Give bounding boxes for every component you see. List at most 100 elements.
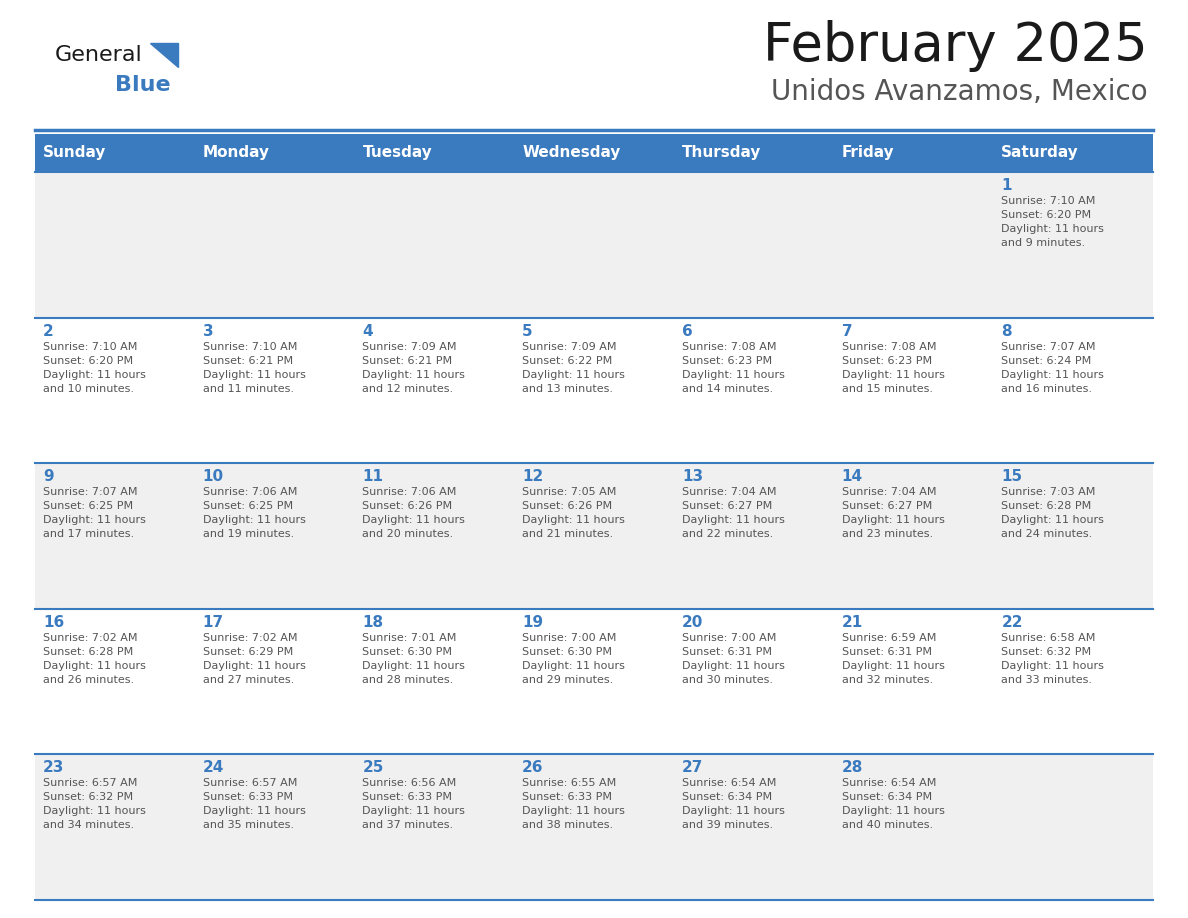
Text: Sunrise: 7:10 AM: Sunrise: 7:10 AM — [43, 341, 138, 352]
Text: Sunday: Sunday — [43, 145, 107, 161]
Text: Tuesday: Tuesday — [362, 145, 432, 161]
Text: February 2025: February 2025 — [763, 20, 1148, 72]
Text: and 27 minutes.: and 27 minutes. — [203, 675, 293, 685]
Text: 7: 7 — [841, 324, 852, 339]
Text: and 23 minutes.: and 23 minutes. — [841, 529, 933, 539]
Text: Daylight: 11 hours: Daylight: 11 hours — [682, 661, 785, 671]
Bar — [34, 609, 1154, 755]
Text: Daylight: 11 hours: Daylight: 11 hours — [203, 370, 305, 380]
Text: Sunset: 6:26 PM: Sunset: 6:26 PM — [523, 501, 612, 511]
Text: Sunrise: 6:55 AM: Sunrise: 6:55 AM — [523, 778, 617, 789]
Text: Sunset: 6:29 PM: Sunset: 6:29 PM — [203, 647, 293, 656]
Text: and 33 minutes.: and 33 minutes. — [1001, 675, 1092, 685]
Text: and 39 minutes.: and 39 minutes. — [682, 821, 773, 831]
Text: and 38 minutes.: and 38 minutes. — [523, 821, 613, 831]
Text: 5: 5 — [523, 324, 532, 339]
Text: and 10 minutes.: and 10 minutes. — [43, 384, 134, 394]
Text: 8: 8 — [1001, 324, 1012, 339]
Text: Daylight: 11 hours: Daylight: 11 hours — [362, 370, 466, 380]
Text: and 11 minutes.: and 11 minutes. — [203, 384, 293, 394]
Text: Daylight: 11 hours: Daylight: 11 hours — [43, 806, 146, 816]
Text: Sunrise: 7:08 AM: Sunrise: 7:08 AM — [682, 341, 776, 352]
Text: Sunset: 6:33 PM: Sunset: 6:33 PM — [203, 792, 292, 802]
Text: Sunset: 6:20 PM: Sunset: 6:20 PM — [43, 355, 133, 365]
Text: Daylight: 11 hours: Daylight: 11 hours — [43, 370, 146, 380]
Text: 1: 1 — [1001, 178, 1012, 193]
Text: 18: 18 — [362, 615, 384, 630]
Text: and 21 minutes.: and 21 minutes. — [523, 529, 613, 539]
Text: Sunset: 6:32 PM: Sunset: 6:32 PM — [43, 792, 133, 802]
Text: Friday: Friday — [841, 145, 895, 161]
Text: and 22 minutes.: and 22 minutes. — [682, 529, 773, 539]
Text: and 13 minutes.: and 13 minutes. — [523, 384, 613, 394]
Text: Daylight: 11 hours: Daylight: 11 hours — [43, 661, 146, 671]
Text: and 12 minutes.: and 12 minutes. — [362, 384, 454, 394]
Text: Blue: Blue — [115, 75, 171, 95]
Text: Sunset: 6:30 PM: Sunset: 6:30 PM — [523, 647, 612, 656]
Text: Sunset: 6:21 PM: Sunset: 6:21 PM — [362, 355, 453, 365]
Text: Daylight: 11 hours: Daylight: 11 hours — [523, 806, 625, 816]
Text: Daylight: 11 hours: Daylight: 11 hours — [523, 515, 625, 525]
Text: Daylight: 11 hours: Daylight: 11 hours — [841, 661, 944, 671]
Text: Sunrise: 7:02 AM: Sunrise: 7:02 AM — [43, 633, 138, 643]
Text: Sunrise: 7:10 AM: Sunrise: 7:10 AM — [1001, 196, 1095, 206]
Text: Sunrise: 7:03 AM: Sunrise: 7:03 AM — [1001, 487, 1095, 498]
Text: 4: 4 — [362, 324, 373, 339]
Text: Sunset: 6:30 PM: Sunset: 6:30 PM — [362, 647, 453, 656]
Text: Sunrise: 7:10 AM: Sunrise: 7:10 AM — [203, 341, 297, 352]
Text: Sunrise: 6:54 AM: Sunrise: 6:54 AM — [682, 778, 776, 789]
Text: Daylight: 11 hours: Daylight: 11 hours — [682, 370, 785, 380]
Text: Sunrise: 7:00 AM: Sunrise: 7:00 AM — [523, 633, 617, 643]
Text: Daylight: 11 hours: Daylight: 11 hours — [841, 515, 944, 525]
Text: Sunrise: 7:09 AM: Sunrise: 7:09 AM — [362, 341, 457, 352]
Text: Sunset: 6:21 PM: Sunset: 6:21 PM — [203, 355, 292, 365]
Text: Daylight: 11 hours: Daylight: 11 hours — [1001, 515, 1104, 525]
Text: Wednesday: Wednesday — [523, 145, 620, 161]
Text: and 14 minutes.: and 14 minutes. — [682, 384, 773, 394]
Text: 27: 27 — [682, 760, 703, 776]
Text: Saturday: Saturday — [1001, 145, 1079, 161]
Text: Sunrise: 7:09 AM: Sunrise: 7:09 AM — [523, 341, 617, 352]
Text: Sunset: 6:31 PM: Sunset: 6:31 PM — [841, 647, 931, 656]
Bar — [34, 464, 1154, 609]
Text: Monday: Monday — [203, 145, 270, 161]
Text: Sunrise: 7:07 AM: Sunrise: 7:07 AM — [43, 487, 138, 498]
Text: and 35 minutes.: and 35 minutes. — [203, 821, 293, 831]
Text: 16: 16 — [43, 615, 64, 630]
Text: Sunset: 6:20 PM: Sunset: 6:20 PM — [1001, 210, 1092, 220]
Text: and 32 minutes.: and 32 minutes. — [841, 675, 933, 685]
Text: Sunset: 6:34 PM: Sunset: 6:34 PM — [682, 792, 772, 802]
Text: Sunset: 6:24 PM: Sunset: 6:24 PM — [1001, 355, 1092, 365]
Text: Daylight: 11 hours: Daylight: 11 hours — [841, 806, 944, 816]
Text: Sunrise: 7:01 AM: Sunrise: 7:01 AM — [362, 633, 457, 643]
Text: and 20 minutes.: and 20 minutes. — [362, 529, 454, 539]
Text: General: General — [55, 45, 143, 65]
Text: Unidos Avanzamos, Mexico: Unidos Avanzamos, Mexico — [771, 78, 1148, 106]
Text: and 28 minutes.: and 28 minutes. — [362, 675, 454, 685]
Text: and 24 minutes.: and 24 minutes. — [1001, 529, 1093, 539]
Text: Daylight: 11 hours: Daylight: 11 hours — [1001, 661, 1104, 671]
Text: and 26 minutes.: and 26 minutes. — [43, 675, 134, 685]
Text: Sunset: 6:23 PM: Sunset: 6:23 PM — [682, 355, 772, 365]
Text: Sunset: 6:34 PM: Sunset: 6:34 PM — [841, 792, 931, 802]
Text: and 30 minutes.: and 30 minutes. — [682, 675, 773, 685]
Text: Daylight: 11 hours: Daylight: 11 hours — [523, 661, 625, 671]
Text: 24: 24 — [203, 760, 225, 776]
Text: Thursday: Thursday — [682, 145, 762, 161]
Text: 3: 3 — [203, 324, 214, 339]
Text: Sunrise: 7:04 AM: Sunrise: 7:04 AM — [841, 487, 936, 498]
Text: Sunrise: 7:02 AM: Sunrise: 7:02 AM — [203, 633, 297, 643]
Text: 28: 28 — [841, 760, 862, 776]
Text: Daylight: 11 hours: Daylight: 11 hours — [203, 661, 305, 671]
Text: Daylight: 11 hours: Daylight: 11 hours — [682, 806, 785, 816]
Text: Sunrise: 6:59 AM: Sunrise: 6:59 AM — [841, 633, 936, 643]
Text: Sunset: 6:22 PM: Sunset: 6:22 PM — [523, 355, 612, 365]
Text: and 29 minutes.: and 29 minutes. — [523, 675, 613, 685]
Text: 14: 14 — [841, 469, 862, 484]
Text: and 19 minutes.: and 19 minutes. — [203, 529, 293, 539]
Text: Sunrise: 7:04 AM: Sunrise: 7:04 AM — [682, 487, 776, 498]
Text: 21: 21 — [841, 615, 862, 630]
Text: Daylight: 11 hours: Daylight: 11 hours — [362, 661, 466, 671]
Text: 10: 10 — [203, 469, 223, 484]
Text: Sunrise: 7:07 AM: Sunrise: 7:07 AM — [1001, 341, 1095, 352]
